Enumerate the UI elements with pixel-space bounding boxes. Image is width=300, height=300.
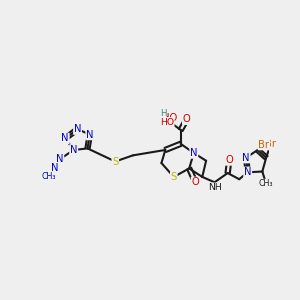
Text: N: N bbox=[56, 154, 64, 164]
Text: O: O bbox=[183, 114, 191, 124]
Text: O: O bbox=[225, 155, 233, 165]
Text: S: S bbox=[171, 172, 177, 182]
Text: N: N bbox=[86, 130, 94, 140]
Text: NH: NH bbox=[208, 183, 222, 192]
Text: O: O bbox=[183, 114, 191, 124]
Text: N: N bbox=[61, 134, 69, 143]
Text: N: N bbox=[242, 153, 250, 163]
Text: N: N bbox=[70, 145, 77, 155]
Text: S: S bbox=[112, 157, 119, 166]
Text: HO: HO bbox=[160, 118, 174, 127]
Text: N: N bbox=[51, 163, 59, 173]
Text: Br: Br bbox=[265, 139, 276, 149]
Text: N: N bbox=[244, 167, 251, 177]
Text: CH₃: CH₃ bbox=[42, 172, 56, 181]
Text: N: N bbox=[190, 148, 197, 158]
Text: HO: HO bbox=[161, 113, 177, 123]
Text: N: N bbox=[74, 124, 81, 134]
Text: Br: Br bbox=[258, 140, 269, 150]
Text: H: H bbox=[160, 109, 166, 118]
Text: O: O bbox=[183, 114, 191, 124]
Text: O: O bbox=[191, 177, 199, 187]
Text: CH₃: CH₃ bbox=[259, 179, 273, 188]
